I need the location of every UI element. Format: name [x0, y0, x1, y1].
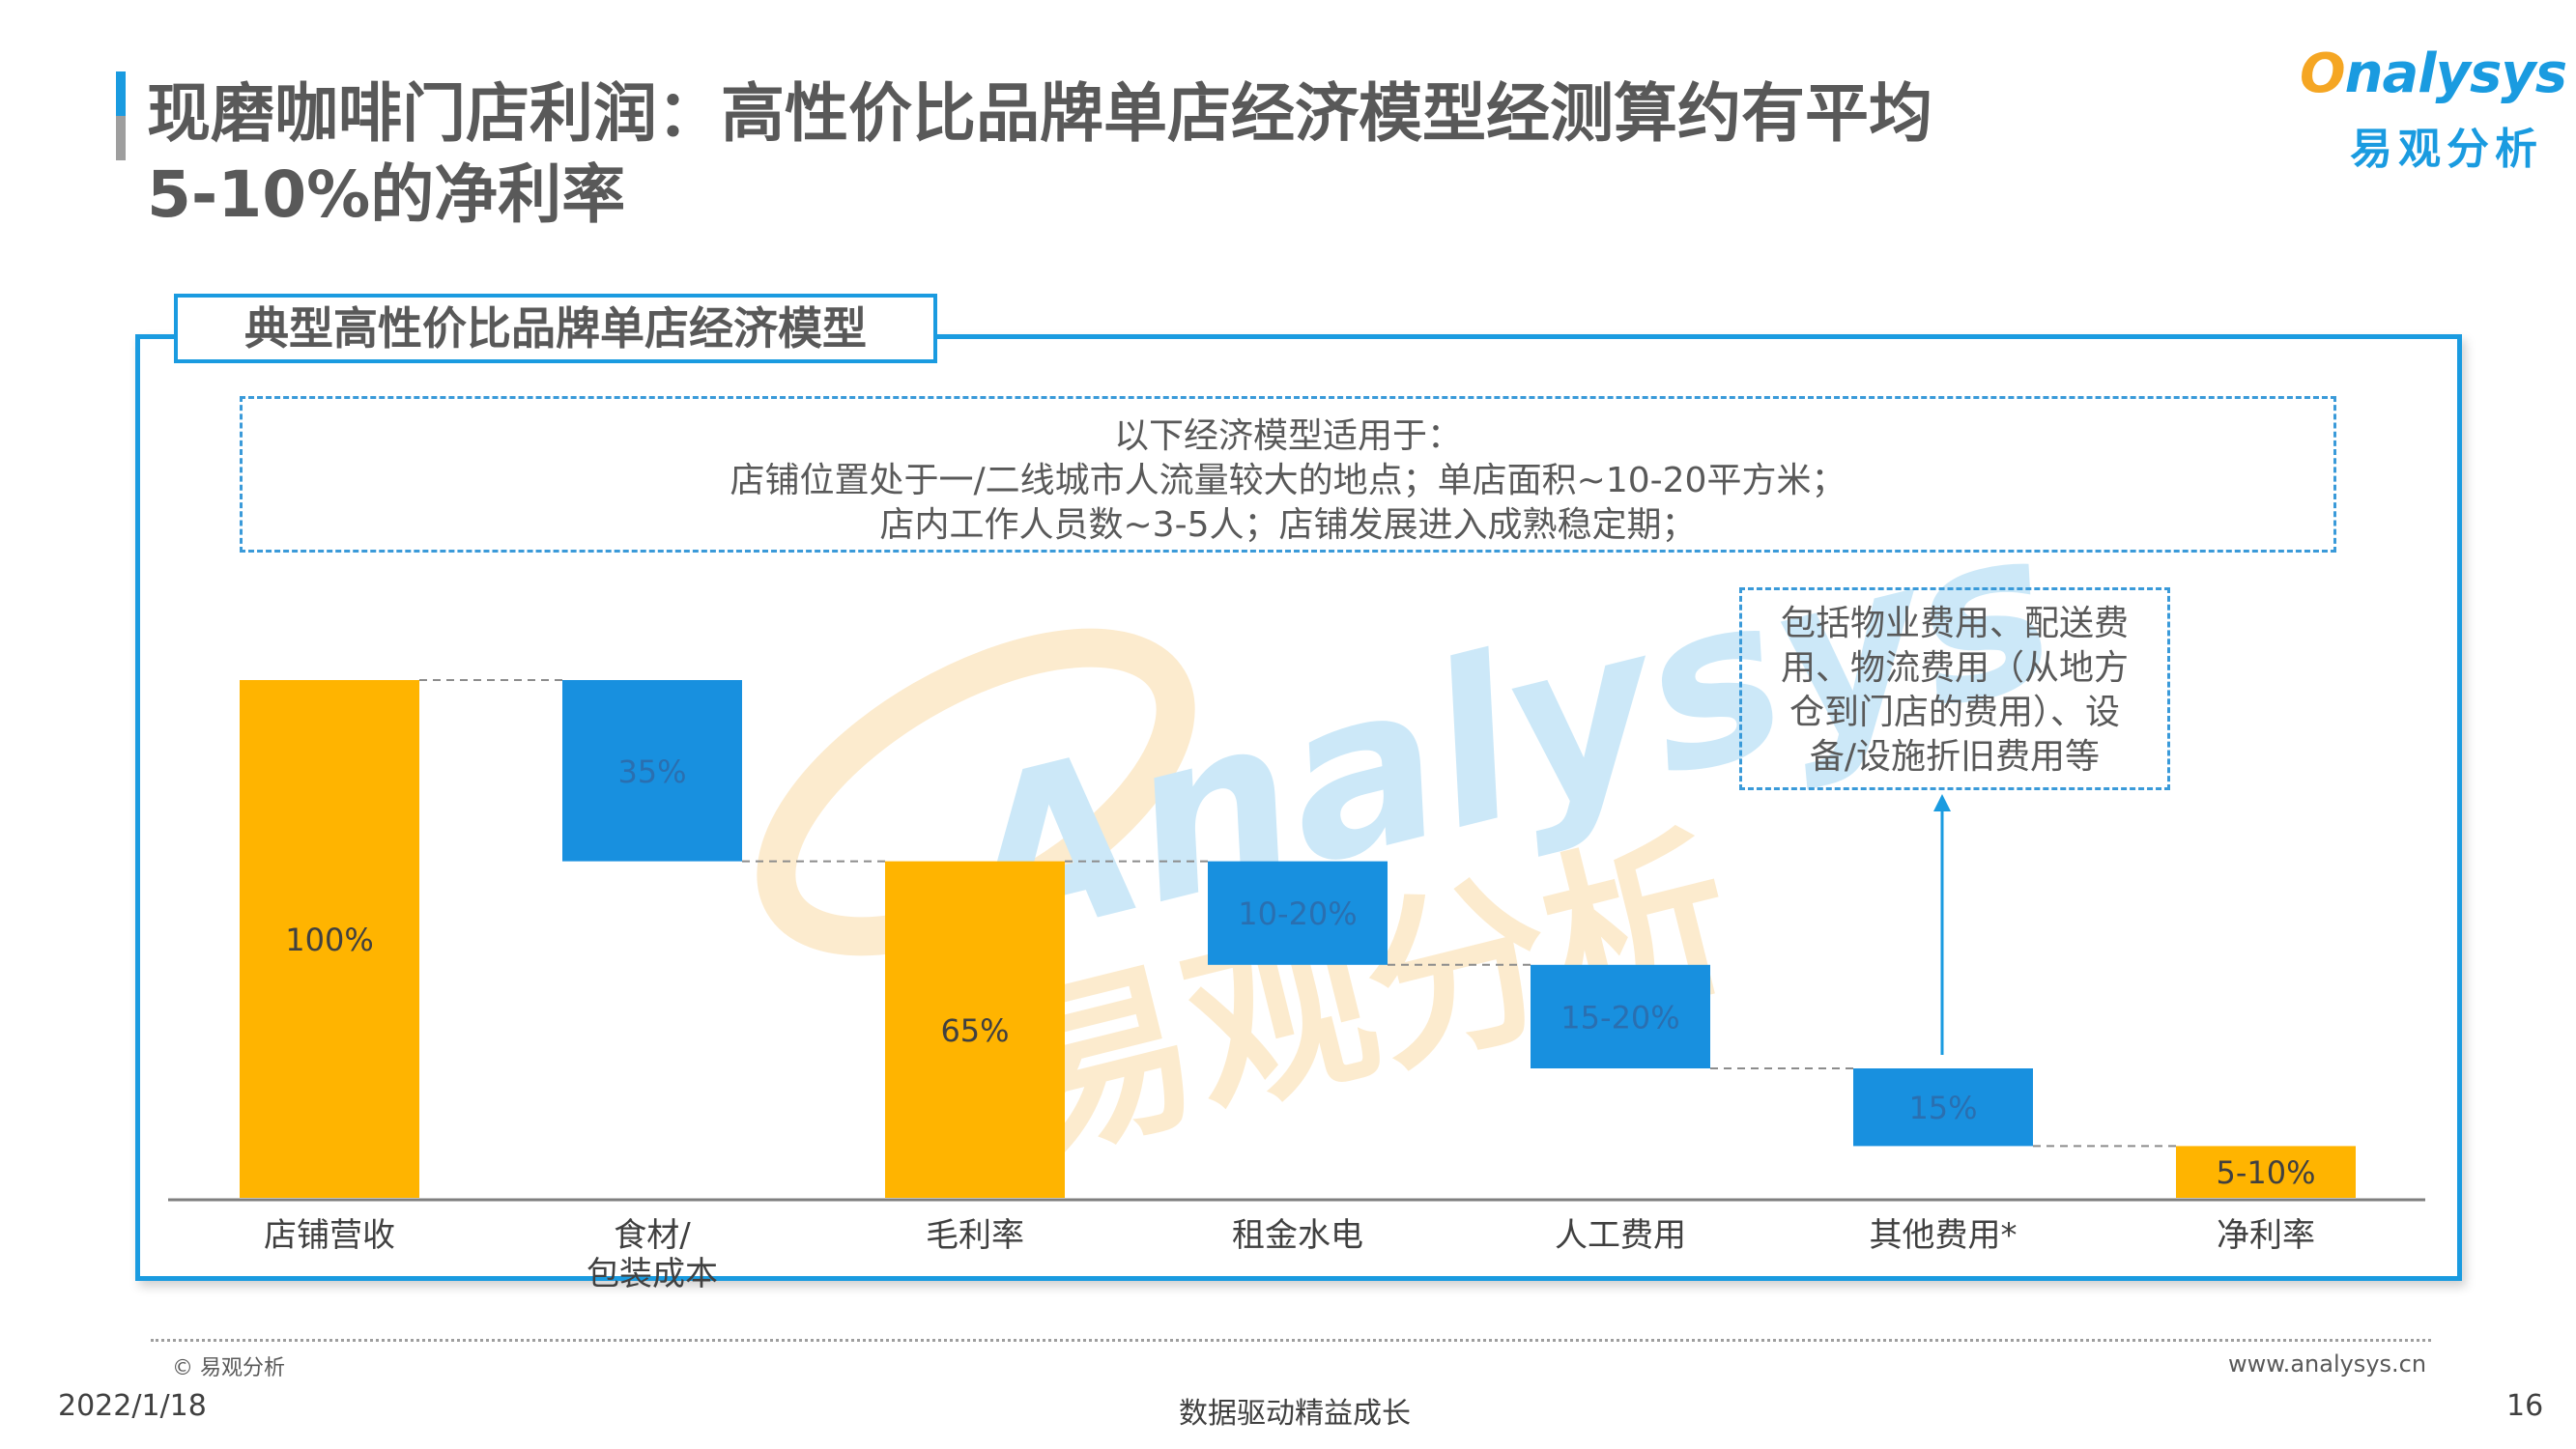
category-label: 店铺营收: [264, 1216, 395, 1255]
bar-4: [1208, 861, 1388, 965]
category-label: 人工费用: [1555, 1216, 1686, 1255]
bar-6: [1853, 1068, 2033, 1147]
bar-value-label: 5-10%: [2216, 1154, 2315, 1191]
other-costs-note: 包括物业费用、配送费 用、物流费用（从地方 仓到门店的费用）、设 备/设施折旧费…: [1739, 587, 2170, 790]
logo-wordmark: nalysys: [2344, 43, 2568, 105]
chart-frame: [135, 334, 2462, 1281]
section-tab: 典型高性价比品牌单店经济模型: [174, 294, 937, 363]
connector-lines: [419, 679, 2176, 1148]
logo-o: O: [2300, 43, 2346, 105]
category-label: 租金水电: [1232, 1216, 1363, 1255]
bar-value-label: 100%: [285, 922, 373, 958]
category-label: 食材/包装成本: [587, 1216, 718, 1293]
note-arrow: [1933, 794, 1951, 1055]
footer-slogan: 数据驱动精益成长: [1179, 1397, 1411, 1431]
footer-divider: [151, 1339, 2431, 1342]
bar-2: [562, 680, 742, 862]
page-title-line-1: 现磨咖啡门店利润：高性价比品牌单店经济模型经测算约有平均: [147, 76, 1932, 151]
bar-value-label: 15-20%: [1560, 999, 1679, 1036]
bar-value-label: 35%: [617, 753, 686, 790]
brand-logo: Onalysys 易观分析: [2300, 43, 2567, 178]
bar-value-label: 15%: [1908, 1090, 1977, 1126]
category-label: 净利率: [2217, 1216, 2315, 1255]
assumptions-box: 以下经济模型适用于： 店铺位置处于一/二线城市人流量较大的地点；单店面积~10-…: [240, 396, 2336, 553]
copyright-text: © 易观分析: [172, 1356, 285, 1380]
page-title-line-2: 5-10%的净利率: [147, 157, 626, 232]
assumption-line: 店铺位置处于一/二线城市人流量较大的地点；单店面积~10-20平方米；: [730, 461, 1846, 500]
note-line: 备/设施折旧费用等: [1809, 737, 2101, 777]
note-line: 用、物流费用（从地方: [1780, 648, 2129, 688]
bar-label-group: 100% 35% 65% 10-20% 15-20% 15% 5-10%: [285, 753, 2315, 1191]
bar-group: [240, 680, 2356, 1198]
bar-1: [240, 680, 419, 1198]
bar-value-label: 10-20%: [1238, 895, 1357, 932]
category-label-group: 店铺营收 食材/包装成本 毛利率 租金水电 人工费用 其他费用* 净利率: [264, 1216, 2315, 1293]
bar-5: [1531, 964, 1710, 1068]
title-accent-bar: [116, 71, 126, 160]
logo-subtitle: 易观分析: [2350, 125, 2543, 174]
page-title: 现磨咖啡门店利润：高性价比品牌单店经济模型经测算约有平均 5-10%的净利率: [147, 73, 2321, 236]
note-line: 仓到门店的费用）、设: [1789, 693, 2120, 732]
bar-value-label: 65%: [940, 1012, 1009, 1049]
report-date: 2022/1/18: [58, 1389, 207, 1423]
assumption-line: 店内工作人员数~3-5人；店铺发展进入成熟稳定期；: [879, 505, 1697, 545]
bar-7: [2176, 1146, 2356, 1198]
assumption-line: 以下经济模型适用于：: [1113, 416, 1462, 456]
section-title: 典型高性价比品牌单店经济模型: [244, 302, 867, 355]
category-label: 其他费用*: [1870, 1216, 2018, 1255]
website-link[interactable]: www.analysys.cn: [2228, 1350, 2427, 1378]
bar-3: [885, 861, 1065, 1198]
note-line: 包括物业费用、配送费: [1780, 604, 2129, 643]
category-label: 毛利率: [926, 1216, 1024, 1255]
page-number: 16: [2506, 1389, 2544, 1423]
